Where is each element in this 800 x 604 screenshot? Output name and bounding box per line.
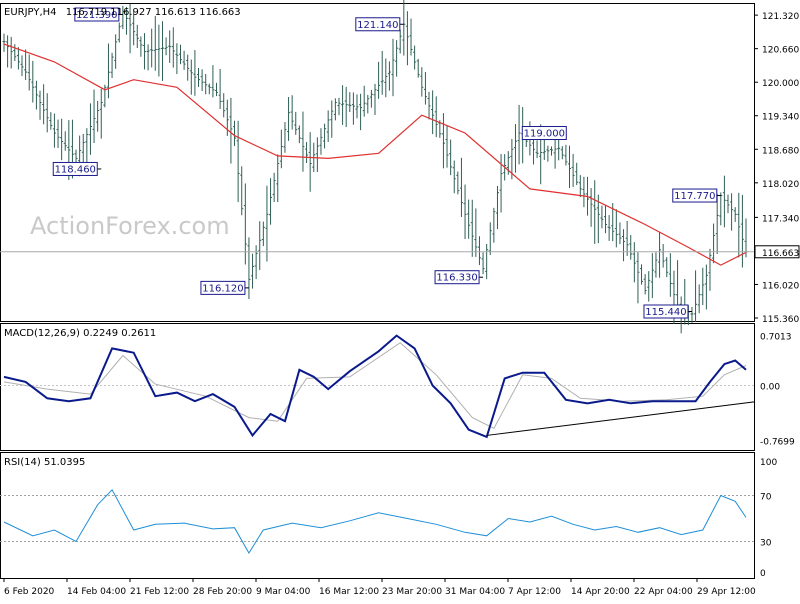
price-tick-label-1: 120.660 xyxy=(762,46,799,56)
current-price-label: 116.663 xyxy=(762,249,799,259)
macd-panel xyxy=(0,323,755,451)
moving-average-line xyxy=(3,43,747,266)
time-tick-label-0: 6 Feb 2020 xyxy=(4,587,55,597)
time-tick-label-10: 22 Apr 04:00 xyxy=(634,587,693,597)
macd-tick-label-1: 0.00 xyxy=(760,383,780,393)
annotation-box-0 xyxy=(74,7,120,22)
time-tick-label-7: 31 Mar 04:00 xyxy=(445,587,505,597)
price-tick-label-0: 121.320 xyxy=(762,12,799,22)
annotation-label-4: 117.770 xyxy=(674,191,715,202)
annotation-label-0: 121.390 xyxy=(76,10,117,21)
price-tick-label-2: 120.000 xyxy=(762,79,799,89)
price-tick-label-3: 119.340 xyxy=(762,113,799,123)
macd-title: MACD(12,26,9) 0.2249 0.2611 xyxy=(4,328,156,339)
annotation-box-4 xyxy=(672,188,718,203)
time-tick-label-4: 9 Mar 04:00 xyxy=(256,587,311,597)
price-panel xyxy=(0,3,755,322)
annotation-label-6: 116.120 xyxy=(202,283,243,294)
macd-signal-line xyxy=(3,342,747,429)
annotation-box-7 xyxy=(643,304,689,319)
time-tick-label-1: 14 Feb 04:00 xyxy=(67,587,126,597)
annotation-label-7: 115.440 xyxy=(645,307,686,318)
price-tick-label-4: 118.680 xyxy=(762,146,799,156)
price-tick-label-6: 117.340 xyxy=(762,214,799,224)
time-tick-label-6: 23 Mar 20:00 xyxy=(382,587,442,597)
price-tick-label-8: 116.020 xyxy=(762,281,799,291)
axis-marks: 121.320 120.660 120.000 119.340 118.680 118.0… xyxy=(3,12,800,597)
rsi-panel xyxy=(0,452,755,579)
watermark: ActionForex.com xyxy=(30,212,230,240)
symbol-label: EURJPY,H4 xyxy=(4,7,57,18)
rsi-line xyxy=(3,488,747,554)
price-tick-label-5: 118.020 xyxy=(762,180,799,190)
rsi-tick-label-1: 70 xyxy=(760,493,772,503)
annotation-label-3: 118.460 xyxy=(55,164,96,175)
time-tick-label-11: 29 Apr 12:00 xyxy=(697,587,756,597)
annotation-label-5: 116.330 xyxy=(436,273,477,284)
macd-trendline xyxy=(486,401,755,436)
rsi-title: RSI(14) 51.0395 xyxy=(4,457,85,468)
time-tick-label-2: 21 Feb 12:00 xyxy=(130,587,189,597)
price-tick-label-9: 115.360 xyxy=(762,315,799,325)
time-tick-label-9: 14 Apr 20:00 xyxy=(571,587,630,597)
price-marks: 121.390 121.140 119.000 118.460 117.770 116.3… xyxy=(0,0,754,334)
macd-line xyxy=(3,334,747,439)
ohlc-values: 116.719 116.927 116.613 116.663 xyxy=(66,7,241,18)
current-price-box xyxy=(754,245,800,259)
annotation-label-2: 119.000 xyxy=(524,129,565,140)
rsi-marks xyxy=(0,488,754,554)
macd-tick-label-0: 0.7013 xyxy=(760,332,792,342)
annotation-box-2 xyxy=(521,126,567,141)
annotation-label-1: 121.140 xyxy=(357,20,398,31)
rsi-tick-label-0: 100 xyxy=(760,458,777,468)
price-title: EURJPY,H4 116.719 116.927 116.613 116.66… xyxy=(4,7,241,18)
macd-tick-label-2: -0.7699 xyxy=(760,437,795,447)
time-tick-label-5: 16 Mar 12:00 xyxy=(319,587,379,597)
annotation-box-6 xyxy=(200,280,246,295)
annotation-box-3 xyxy=(52,161,98,176)
annotation-box-5 xyxy=(434,270,480,285)
annotation-box-1 xyxy=(355,17,401,32)
macd-marks xyxy=(0,334,755,439)
time-tick-label-3: 28 Feb 20:00 xyxy=(193,587,252,597)
rsi-tick-label-2: 30 xyxy=(760,539,772,549)
rsi-tick-label-3: 0 xyxy=(760,569,766,579)
time-tick-label-8: 7 Apr 12:00 xyxy=(508,587,561,597)
